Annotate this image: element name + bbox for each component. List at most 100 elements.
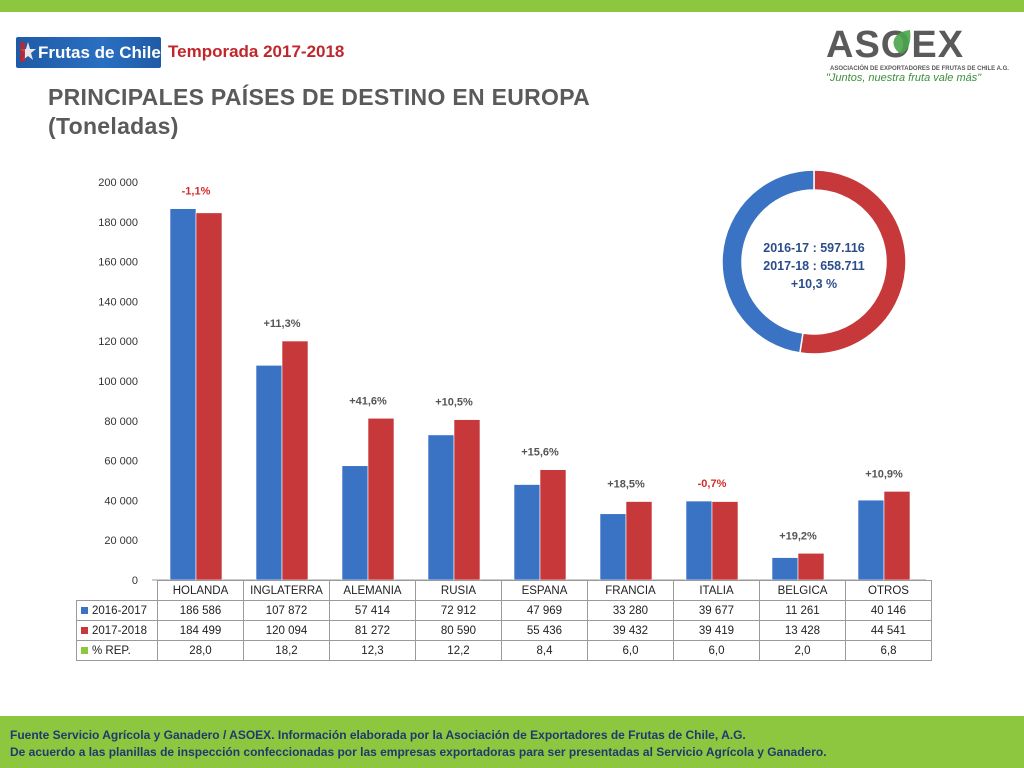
bar-2017-2018 (539, 469, 567, 581)
asoex-subtitle: ASOCIACIÓN DE EXPORTADORES DE FRUTAS DE … (830, 66, 1009, 72)
table-row: 2016-2017 186 586 107 872 57 414 72 912 47 96… (76, 600, 932, 621)
y-tick-label: 60 000 (104, 456, 138, 468)
table-cell: 186 586 (157, 600, 244, 621)
y-tick-label: 0 (132, 575, 138, 587)
y-tick-label: 140 000 (98, 296, 138, 308)
table-cell: 8,4 (501, 640, 588, 661)
table-cell: 39 432 (587, 620, 674, 641)
bar-2017-2018 (367, 417, 395, 581)
change-label: +10,9% (865, 468, 903, 480)
table-row: % REP. 28,0 18,2 12,3 12,2 8,4 6,0 6,0 2,0 6,8 (76, 640, 932, 661)
table-cell: 55 436 (501, 620, 588, 641)
bar-2016-2017 (427, 434, 455, 581)
row-label-text: % REP. (92, 644, 131, 657)
donut-slice-2016-17 (721, 169, 815, 354)
change-label: -0,7% (698, 478, 727, 490)
table-cell: 6,0 (673, 640, 760, 661)
logo-star-icon (20, 42, 36, 62)
change-label: +19,2% (779, 530, 817, 542)
table-cell: 120 094 (243, 620, 330, 641)
table-cell: 39 677 (673, 600, 760, 621)
bar-2017-2018 (711, 501, 739, 581)
table-cell: 47 969 (501, 600, 588, 621)
donut-label: 2017-18 : 658.711 (763, 259, 865, 273)
table-row: 2017-2018 184 499 120 094 81 272 80 590 55 43… (76, 620, 932, 641)
bar-2017-2018 (797, 552, 825, 581)
table-cell: 33 280 (587, 600, 674, 621)
table-header-cell: ALEMANIA (329, 580, 416, 601)
table-cell: 44 541 (845, 620, 932, 641)
row-label-text: 2016-2017 (92, 604, 147, 617)
bar-2016-2017 (341, 465, 369, 581)
table-header-cell: INGLATERRA (243, 580, 330, 601)
donut-label: +10,3 % (791, 277, 837, 291)
change-label: +15,6% (521, 447, 559, 459)
table-header-cell: ESPANA (501, 580, 588, 601)
y-tick-label: 120 000 (98, 336, 138, 348)
table-row-label: % REP. (76, 640, 158, 661)
table-cell: 72 912 (415, 600, 502, 621)
page-subtitle: (Toneladas) (48, 113, 179, 139)
table-header-row: HOLANDA INGLATERRA ALEMANIA RUSIA ESPANA FRAN… (77, 580, 932, 601)
bar-2017-2018 (625, 501, 653, 581)
table-header-cell: RUSIA (415, 580, 502, 601)
table-corner-cell (77, 581, 158, 601)
table-header-cell: OTROS (845, 580, 932, 601)
row-label-text: 2017-2018 (92, 624, 147, 637)
table-cell: 6,8 (845, 640, 932, 661)
y-tick-label: 200 000 (98, 177, 138, 189)
table-cell: 6,0 (587, 640, 674, 661)
bar-2016-2017 (513, 484, 541, 581)
legend-swatch (81, 646, 88, 654)
y-tick-label: 80 000 (104, 416, 138, 428)
y-tick-label: 20 000 (104, 535, 138, 547)
bar-2017-2018 (453, 419, 481, 581)
donut-label: 2016-17 : 597.116 (763, 241, 865, 255)
change-label: +41,6% (349, 395, 387, 407)
frutas-de-chile-logo: Frutas de Chile (16, 37, 161, 68)
y-tick-label: 180 000 (98, 217, 138, 229)
table-header-cell: BELGICA (759, 580, 846, 601)
table-cell: 80 590 (415, 620, 502, 641)
bar-2016-2017 (771, 557, 799, 581)
table-cell: 39 419 (673, 620, 760, 641)
table-cell: 28,0 (157, 640, 244, 661)
legend-swatch (81, 626, 88, 634)
bottom-green-bar (0, 716, 1024, 768)
bar-2016-2017 (169, 208, 197, 581)
table-row-label: 2016-2017 (76, 600, 158, 621)
page-title: PRINCIPALES PAÍSES DE DESTINO EN EUROPA (48, 84, 591, 110)
logo-text: Frutas de Chile (38, 42, 161, 62)
bar-2016-2017 (255, 365, 283, 581)
footer-inspection-note: De acuerdo a las planillas de inspección… (10, 745, 827, 759)
bar-2017-2018 (195, 212, 223, 581)
table-row-label: 2017-2018 (76, 620, 158, 641)
change-label: +10,5% (435, 397, 473, 409)
top-green-bar (0, 0, 1024, 12)
table-cell: 57 414 (329, 600, 416, 621)
table-cell: 184 499 (157, 620, 244, 641)
season-label: Temporada 2017-2018 (168, 42, 345, 61)
table-header-cell: HOLANDA (157, 580, 244, 601)
y-tick-label: 40 000 (104, 495, 138, 507)
bar-2016-2017 (685, 500, 713, 581)
bar-2016-2017 (599, 513, 627, 581)
asoex-slogan: "Juntos, nuestra fruta vale más" (826, 72, 982, 84)
footer-source-note: Fuente Servicio Agrícola y Ganadero / AS… (10, 728, 746, 742)
bar-2017-2018 (883, 491, 911, 581)
legend-swatch (81, 606, 88, 614)
table-cell: 12,2 (415, 640, 502, 661)
y-tick-label: 160 000 (98, 257, 138, 269)
change-label: -1,1% (182, 186, 211, 198)
table-header-cell: ITALIA (673, 580, 760, 601)
change-label: +18,5% (607, 479, 645, 491)
bar-2016-2017 (857, 499, 885, 581)
table-cell: 11 261 (759, 600, 846, 621)
table-cell: 2,0 (759, 640, 846, 661)
table-header-cell: FRANCIA (587, 580, 674, 601)
table-cell: 13 428 (759, 620, 846, 641)
table-cell: 107 872 (243, 600, 330, 621)
change-label: +11,3% (263, 318, 300, 330)
leaf-icon (893, 30, 911, 54)
table-cell: 81 272 (329, 620, 416, 641)
